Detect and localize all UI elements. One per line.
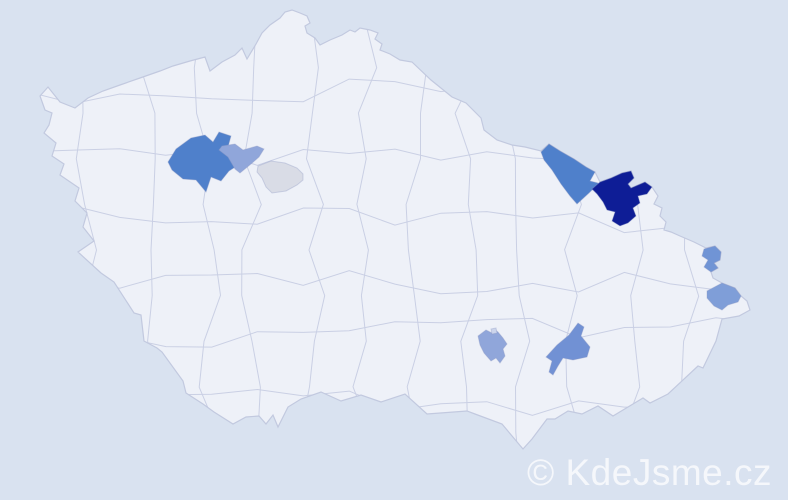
district-east-border-large[interactable]: [706, 282, 742, 311]
district-border-line: [40, 205, 750, 234]
district-central-gray[interactable]: [256, 160, 304, 194]
district-southeast-blue[interactable]: [545, 322, 591, 376]
district-southeast-inner-patch[interactable]: [490, 327, 498, 335]
district-northeast-navy[interactable]: [591, 170, 653, 227]
district-east-border-small[interactable]: [701, 245, 722, 273]
highlighted-districts: [167, 131, 742, 376]
district-border-line: [40, 317, 750, 348]
district-border-line: [40, 270, 750, 295]
country-outline: [39, 9, 751, 450]
district-central-west-light[interactable]: [218, 143, 265, 174]
district-border-line: [241, 21, 262, 449]
